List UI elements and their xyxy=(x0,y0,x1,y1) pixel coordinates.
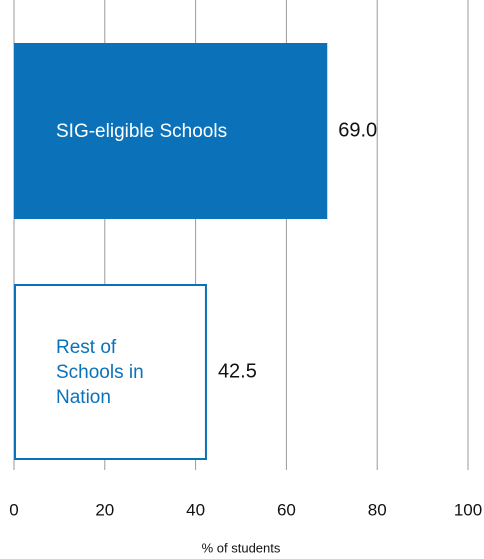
category-label: Rest of Schools in Nation xyxy=(56,336,144,408)
x-tick-label: 80 xyxy=(368,500,387,519)
bar xyxy=(14,43,328,219)
x-tick-label: 100 xyxy=(454,500,482,519)
value-label: 69.0 xyxy=(338,119,377,141)
bar xyxy=(14,284,207,460)
x-axis-title: % of students xyxy=(202,540,281,555)
x-tick-label: 0 xyxy=(9,500,18,519)
category-label: SIG-eligible Schools xyxy=(56,120,228,142)
x-tick-label: 60 xyxy=(277,500,296,519)
x-tick-label: 20 xyxy=(95,500,114,519)
x-tick-label: 40 xyxy=(186,500,205,519)
value-label: 42.5 xyxy=(218,360,257,382)
